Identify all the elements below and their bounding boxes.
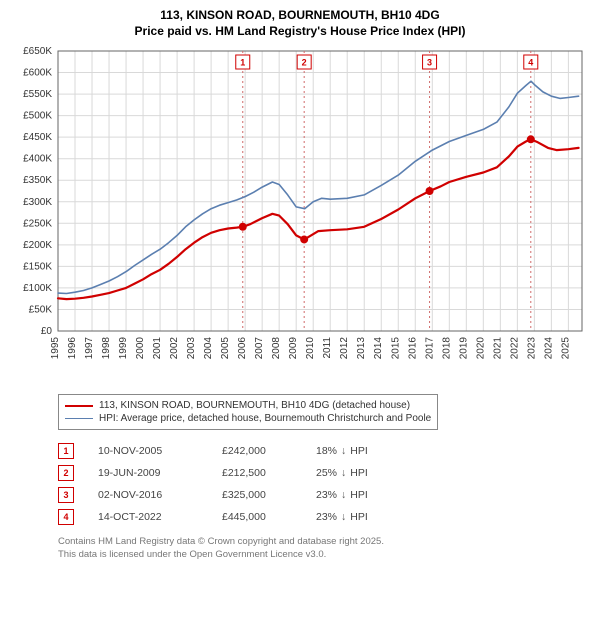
- sale-price: £242,000: [222, 445, 292, 457]
- sales-row: 4 14-OCT-2022 £445,000 23% ↓ HPI: [58, 506, 590, 528]
- svg-text:2015: 2015: [390, 337, 401, 360]
- svg-text:2008: 2008: [271, 337, 282, 360]
- svg-text:2004: 2004: [203, 337, 214, 360]
- svg-text:2016: 2016: [407, 337, 418, 360]
- svg-text:1997: 1997: [84, 337, 95, 360]
- svg-text:2020: 2020: [475, 337, 486, 360]
- svg-text:2005: 2005: [220, 337, 231, 360]
- legend-label: 113, KINSON ROAD, BOURNEMOUTH, BH10 4DG …: [99, 399, 410, 412]
- sale-diff-vs-hpi: 23% ↓ HPI: [316, 489, 406, 501]
- sale-diff-suffix: HPI: [350, 467, 368, 479]
- sale-diff-pct: 18%: [316, 445, 337, 457]
- svg-text:2: 2: [302, 58, 307, 68]
- arrow-down-icon: ↓: [341, 445, 346, 457]
- svg-text:2009: 2009: [288, 337, 299, 360]
- sale-date: 19-JUN-2009: [98, 467, 198, 479]
- svg-text:2022: 2022: [509, 337, 520, 360]
- svg-text:2000: 2000: [135, 337, 146, 360]
- svg-text:2023: 2023: [526, 337, 537, 360]
- svg-text:£500K: £500K: [23, 111, 52, 122]
- svg-text:2025: 2025: [560, 337, 571, 360]
- sale-diff-suffix: HPI: [350, 511, 368, 523]
- sale-price: £445,000: [222, 511, 292, 523]
- svg-text:£400K: £400K: [23, 154, 52, 165]
- svg-text:1996: 1996: [67, 337, 78, 360]
- legend-swatch: [65, 405, 93, 407]
- svg-text:£300K: £300K: [23, 197, 52, 208]
- svg-text:2012: 2012: [339, 337, 350, 360]
- sale-marker-number: 3: [58, 487, 74, 503]
- svg-text:2010: 2010: [305, 337, 316, 360]
- sale-date: 10-NOV-2005: [98, 445, 198, 457]
- chart-container: 113, KINSON ROAD, BOURNEMOUTH, BH10 4DG …: [0, 0, 600, 567]
- svg-text:1: 1: [240, 58, 245, 68]
- sale-diff-pct: 23%: [316, 489, 337, 501]
- legend-label: HPI: Average price, detached house, Bour…: [99, 412, 431, 425]
- chart-plot-wrap: £0 £50K £100K £150K £200K £250K £300K £350K £400…: [10, 43, 590, 388]
- sales-table: 1 10-NOV-2005 £242,000 18% ↓ HPI 2 19-JUN-2009 £…: [58, 440, 590, 528]
- svg-text:1999: 1999: [118, 337, 129, 360]
- chart-title: 113, KINSON ROAD, BOURNEMOUTH, BH10 4DG …: [10, 8, 590, 39]
- svg-text:£450K: £450K: [23, 132, 52, 143]
- svg-text:£100K: £100K: [23, 283, 52, 294]
- legend-swatch: [65, 418, 93, 419]
- sale-diff-pct: 25%: [316, 467, 337, 479]
- sale-diff-pct: 23%: [316, 511, 337, 523]
- title-line2: Price paid vs. HM Land Registry's House …: [135, 24, 466, 38]
- sale-diff-vs-hpi: 23% ↓ HPI: [316, 511, 406, 523]
- svg-text:2006: 2006: [237, 337, 248, 360]
- legend-row: 113, KINSON ROAD, BOURNEMOUTH, BH10 4DG …: [65, 399, 431, 412]
- svg-text:2018: 2018: [441, 337, 452, 360]
- attribution-line2: This data is licensed under the Open Gov…: [58, 549, 326, 560]
- svg-text:£0: £0: [41, 326, 53, 337]
- sale-diff-suffix: HPI: [350, 445, 368, 457]
- svg-text:1998: 1998: [101, 337, 112, 360]
- line-chart-svg: £0 £50K £100K £150K £200K £250K £300K £350K £400…: [10, 43, 590, 383]
- sale-diff-vs-hpi: 18% ↓ HPI: [316, 445, 406, 457]
- svg-text:2024: 2024: [543, 337, 554, 360]
- svg-text:£250K: £250K: [23, 218, 52, 229]
- svg-text:2019: 2019: [458, 337, 469, 360]
- arrow-down-icon: ↓: [341, 489, 346, 501]
- svg-text:2007: 2007: [254, 337, 265, 360]
- svg-text:2003: 2003: [186, 337, 197, 360]
- arrow-down-icon: ↓: [341, 467, 346, 479]
- sale-price: £212,500: [222, 467, 292, 479]
- title-line1: 113, KINSON ROAD, BOURNEMOUTH, BH10 4DG: [160, 8, 439, 22]
- svg-text:2017: 2017: [424, 337, 435, 360]
- svg-text:2021: 2021: [492, 337, 503, 360]
- svg-text:2011: 2011: [322, 337, 333, 359]
- attribution-line1: Contains HM Land Registry data © Crown c…: [58, 536, 384, 547]
- sale-marker-number: 4: [58, 509, 74, 525]
- svg-text:1995: 1995: [50, 337, 61, 360]
- legend-row: HPI: Average price, detached house, Bour…: [65, 412, 431, 425]
- sale-diff-suffix: HPI: [350, 489, 368, 501]
- svg-text:£650K: £650K: [23, 46, 52, 57]
- sale-date: 14-OCT-2022: [98, 511, 198, 523]
- attribution-text: Contains HM Land Registry data © Crown c…: [58, 536, 590, 561]
- svg-text:£50K: £50K: [29, 305, 53, 316]
- svg-text:3: 3: [427, 58, 432, 68]
- sale-marker-number: 1: [58, 443, 74, 459]
- svg-text:4: 4: [528, 58, 533, 68]
- sale-price: £325,000: [222, 489, 292, 501]
- svg-text:£200K: £200K: [23, 240, 52, 251]
- sales-row: 1 10-NOV-2005 £242,000 18% ↓ HPI: [58, 440, 590, 462]
- svg-text:£350K: £350K: [23, 175, 52, 186]
- sale-diff-vs-hpi: 25% ↓ HPI: [316, 467, 406, 479]
- arrow-down-icon: ↓: [341, 511, 346, 523]
- svg-text:2001: 2001: [152, 337, 163, 360]
- sales-row: 3 02-NOV-2016 £325,000 23% ↓ HPI: [58, 484, 590, 506]
- svg-text:2014: 2014: [373, 337, 384, 360]
- svg-text:2002: 2002: [169, 337, 180, 360]
- sales-row: 2 19-JUN-2009 £212,500 25% ↓ HPI: [58, 462, 590, 484]
- sale-marker-number: 2: [58, 465, 74, 481]
- svg-text:£550K: £550K: [23, 89, 52, 100]
- svg-text:£150K: £150K: [23, 262, 52, 273]
- svg-text:£600K: £600K: [23, 68, 52, 79]
- svg-text:2013: 2013: [356, 337, 367, 360]
- legend-box: 113, KINSON ROAD, BOURNEMOUTH, BH10 4DG …: [58, 394, 438, 430]
- sale-date: 02-NOV-2016: [98, 489, 198, 501]
